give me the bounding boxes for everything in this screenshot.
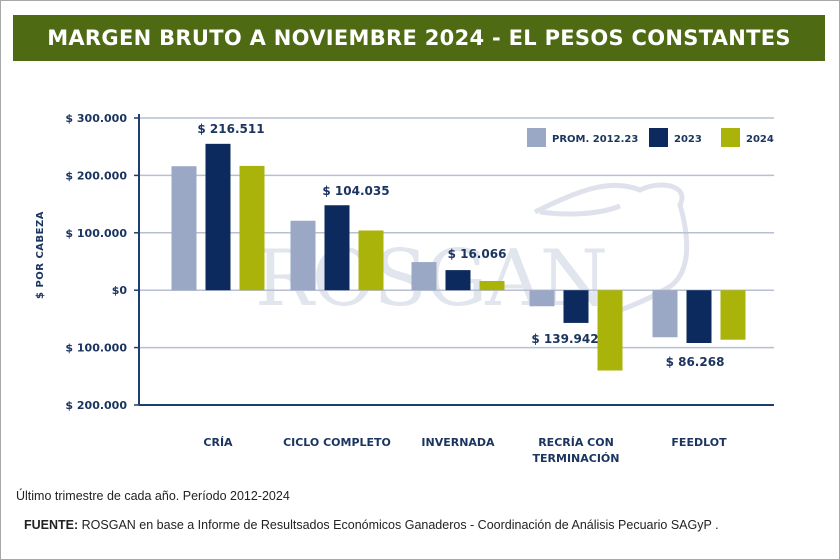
source-text: ROSGAN en base a Informe de Resultsados … [78,518,719,532]
source-note: FUENTE: ROSGAN en base a Informe de Resu… [24,518,719,532]
bar-2023-2 [445,270,471,291]
bar-2024-3 [597,290,623,371]
bar-2024-4 [720,290,746,340]
legend-swatch [721,128,740,147]
bar-2023-3 [563,290,589,323]
y-tick-label: $ 200.000 [65,399,127,412]
legend-label: PROM. 2012.23 [552,134,638,145]
bar-prom-2012-23-0 [171,166,197,291]
labels: CRÍA CICLO COMPLETO INVERNADA RECRÍA CON TER… [197,122,727,465]
bar-2024-1 [358,230,384,291]
y-tick-label: $0 [112,284,128,297]
y-tick-label: $ 100.000 [65,227,127,240]
legend-swatch [649,128,668,147]
bar-2024-2 [479,280,505,291]
bar-2023-4 [686,290,712,344]
legend: PROM. 2012.23 2023 2024 [527,128,774,147]
bar-prom-2012-23-4 [652,290,678,338]
y-axis-title: $ POR CABEZA [35,211,46,299]
bar-prom-2012-23-1 [290,220,316,291]
y-tick-label: $ 200.000 [65,169,127,182]
bar-2024-0 [239,165,265,291]
x-tick-label: INVERNADA [421,436,495,449]
x-tick-label: CICLO COMPLETO [283,436,391,449]
data-label: $ 216.511 [197,122,264,136]
x-tick-label: TERMINACIÓN [533,452,620,465]
y-tick-label: $ 300.000 [65,112,127,125]
period-note: Último trimestre de cada año. Período 20… [16,489,290,503]
y-axis: $ 300.000 $ 200.000 $ 100.000 $0 $ 100.000 $ … [35,112,774,412]
legend-label: 2024 [746,134,774,145]
x-tick-label: FEEDLOT [671,436,727,449]
data-label: $ 86.268 [666,355,725,369]
chart-title: MARGEN BRUTO A NOVIEMBRE 2024 - EL PESOS… [13,15,825,61]
bars [171,143,746,371]
data-label: $ 139.942 [531,332,598,346]
x-tick-label: RECRÍA CON [538,436,614,449]
bar-2023-0 [205,143,231,291]
data-label: $ 104.035 [322,184,389,198]
data-label: $ 16.066 [448,247,507,261]
bar-prom-2012-23-2 [411,262,437,291]
source-label: FUENTE: [24,518,79,532]
legend-label: 2023 [674,134,702,145]
bar-prom-2012-23-3 [529,290,555,307]
legend-swatch [527,128,546,147]
bar-2023-1 [324,205,350,291]
y-tick-label: $ 100.000 [65,342,127,355]
x-tick-label: CRÍA [203,436,233,449]
